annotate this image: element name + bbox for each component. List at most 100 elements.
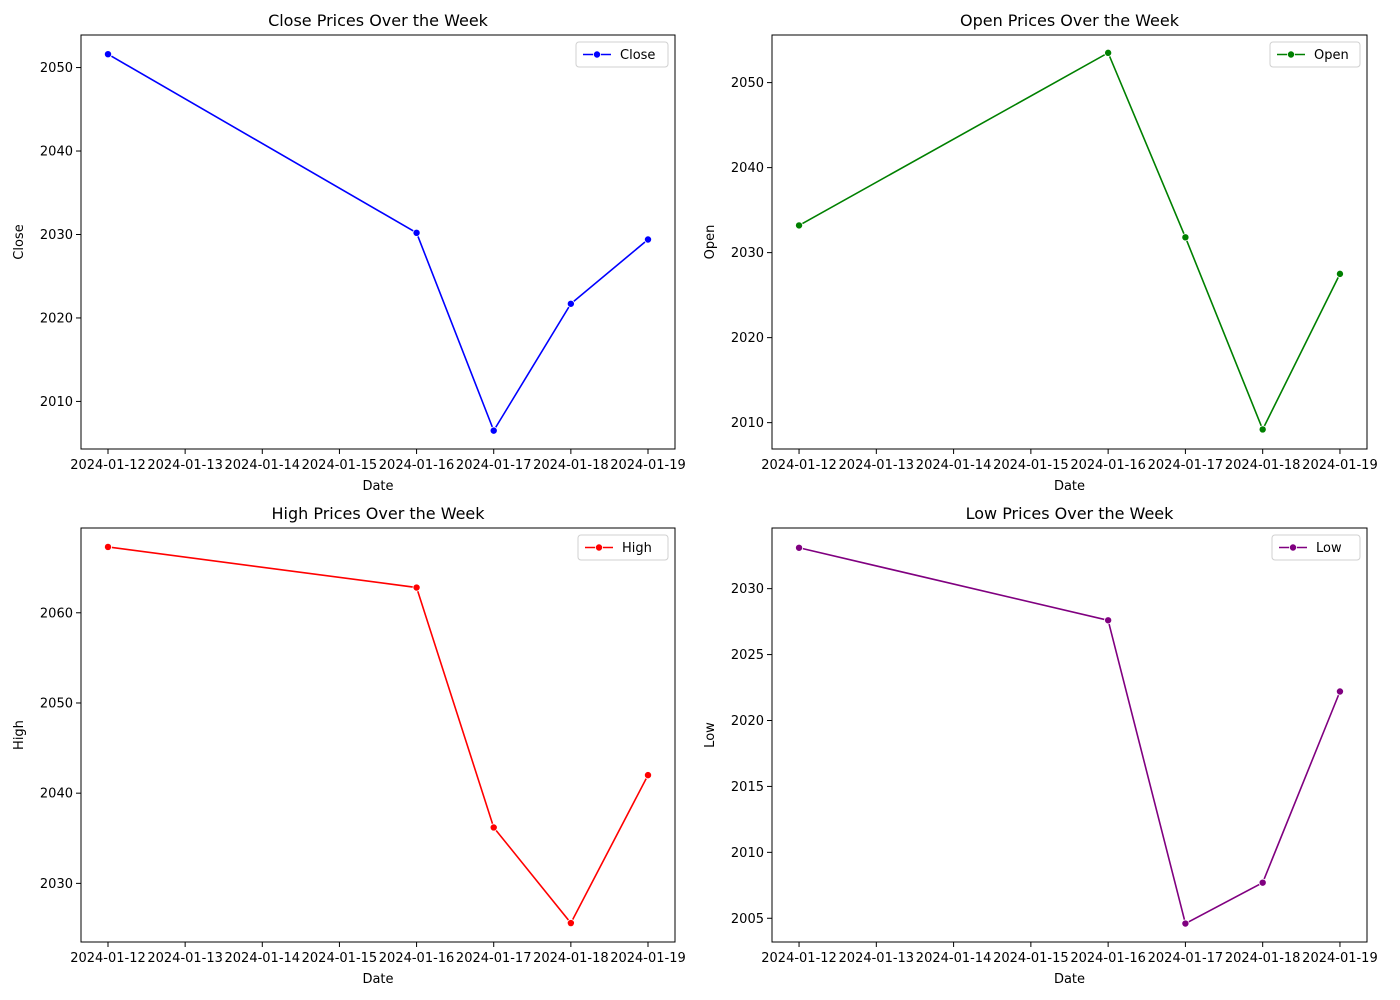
chart-3-x-tick-label: 2024-01-17 [1148, 951, 1224, 966]
chart-0-x-tick-label: 2024-01-14 [225, 458, 301, 473]
chart-0-x-tick-label: 2024-01-12 [70, 458, 146, 473]
chart-3-x-tick-label: 2024-01-13 [839, 951, 915, 966]
chart-3-data-point [1335, 687, 1344, 696]
chart-1-axes-frame [771, 34, 1368, 450]
chart-3-data-point [795, 543, 804, 552]
chart-2-y-tick-label: 2040 [40, 787, 73, 802]
chart-0-y-tick-label: 2010 [40, 395, 73, 410]
chart-3-y-tick-label: 2025 [731, 648, 764, 663]
chart-1-x-axis-label: Date [1054, 479, 1085, 494]
chart-1-y-tick-label: 2020 [731, 331, 764, 346]
chart-2-title: High Prices Over the Week [271, 504, 485, 523]
chart-0-legend-label: Close [620, 48, 655, 63]
chart-0-data-point [566, 299, 575, 308]
chart-3-y-tick-label: 2005 [731, 912, 764, 927]
chart-2-y-tick-label: 2060 [40, 606, 73, 621]
chart-1-legend-label: Open [1314, 48, 1349, 63]
chart-0-axes-frame [80, 34, 676, 450]
chart-0-x-tick-label: 2024-01-19 [610, 458, 686, 473]
chart-2-x-tick-label: 2024-01-18 [533, 951, 609, 966]
chart-0-x-tick-label: 2024-01-15 [302, 458, 378, 473]
chart-1-x-tick-label: 2024-01-12 [761, 458, 837, 473]
chart-0-legend-box [575, 41, 669, 68]
chart-1-y-tick-label: 2030 [731, 246, 764, 261]
chart-3-title: Low Prices Over the Week [966, 504, 1175, 523]
chart-3-x-tick-label: 2024-01-12 [761, 951, 837, 966]
chart-3-data-point [1104, 616, 1113, 625]
chart-3-y-axis-label: Low [703, 722, 718, 748]
chart-1-x-tick-label: 2024-01-14 [916, 458, 992, 473]
chart-2-legend-box [577, 534, 669, 561]
chart-0-data-point [644, 235, 653, 244]
chart-1-y-tick-label: 2050 [731, 76, 764, 91]
chart-3-legend-label: Low [1316, 541, 1342, 556]
chart-0-y-tick-label: 2020 [40, 311, 73, 326]
chart-2-y-axis-label: High [12, 720, 27, 750]
chart-1-y-tick-label: 2010 [731, 416, 764, 431]
chart-3-y-tick-label: 2020 [731, 714, 764, 729]
chart-3-y-tick-label: 2010 [731, 846, 764, 861]
chart-3-series-low-line [798, 546, 1341, 925]
chart-0-legend-marker [593, 50, 602, 59]
chart-3-y-tick-label: 2030 [731, 582, 764, 597]
chart-2-data-point [489, 823, 498, 832]
chart-2-data-point [644, 771, 653, 780]
chart-3-x-tick-label: 2024-01-19 [1302, 951, 1378, 966]
chart-2-legend-marker [595, 543, 604, 552]
chart-1-x-tick-label: 2024-01-16 [1070, 458, 1146, 473]
chart-2-x-tick-label: 2024-01-13 [147, 951, 223, 966]
chart-2-x-tick-label: 2024-01-16 [379, 951, 455, 966]
chart-1-x-tick-label: 2024-01-17 [1148, 458, 1224, 473]
chart-2-data-point [566, 919, 575, 928]
chart-0-data-point [104, 50, 113, 59]
chart-3-x-tick-label: 2024-01-18 [1225, 951, 1301, 966]
chart-2-data-point [104, 542, 113, 551]
chart-3-x-axis-label: Date [1054, 972, 1085, 987]
chart-2-series-high-line [107, 546, 649, 925]
chart-1-data-point [1181, 233, 1190, 242]
chart-0-x-axis-label: Date [362, 479, 393, 494]
chart-1-x-tick-label: 2024-01-18 [1225, 458, 1301, 473]
chart-2-x-tick-label: 2024-01-15 [302, 951, 378, 966]
chart-1-y-tick-label: 2040 [731, 161, 764, 176]
chart-0-legend: Close [575, 41, 669, 68]
chart-0-data-point [412, 228, 421, 237]
chart-1-data-point [795, 221, 804, 230]
chart-2-legend-label: High [622, 541, 652, 556]
chart-2-y-tick-label: 2050 [40, 696, 73, 711]
chart-3-y-tick-label: 2015 [731, 780, 764, 795]
chart-1-legend: Open [1269, 41, 1361, 68]
chart-3-legend-marker [1289, 543, 1298, 552]
chart-3-x-tick-label: 2024-01-16 [1070, 951, 1146, 966]
chart-1-legend-marker [1287, 50, 1296, 59]
chart-3-x-tick-label: 2024-01-14 [916, 951, 992, 966]
chart-0-x-tick-label: 2024-01-16 [379, 458, 455, 473]
chart-3-legend-box [1271, 534, 1361, 561]
chart-1-legend-box [1269, 41, 1361, 68]
chart-0-x-tick-label: 2024-01-13 [147, 458, 223, 473]
chart-0-y-tick-label: 2050 [40, 61, 73, 76]
chart-2-x-tick-label: 2024-01-12 [70, 951, 146, 966]
chart-3-axes-frame [771, 527, 1368, 943]
chart-0-y-axis-label: Close [12, 224, 27, 259]
chart-3-data-point [1258, 878, 1267, 887]
chart-2-x-axis-label: Date [362, 972, 393, 987]
chart-2-data-point [412, 583, 421, 592]
chart-1-data-point [1335, 269, 1344, 278]
chart-1-y-axis-label: Open [703, 225, 718, 260]
chart-0-title: Close Prices Over the Week [268, 11, 489, 30]
chart-1-title: Open Prices Over the Week [960, 11, 1180, 30]
chart-2-x-tick-label: 2024-01-17 [456, 951, 532, 966]
chart-0-y-tick-label: 2040 [40, 145, 73, 160]
chart-1-data-point [1104, 48, 1113, 57]
chart-panel-open: Open Prices Over the Week 2024-01-12 2024-… [703, 11, 1378, 494]
chart-1-series-open-line [798, 51, 1341, 432]
chart-3-data-point [1181, 919, 1190, 928]
chart-2-x-tick-label: 2024-01-14 [225, 951, 301, 966]
chart-0-y-tick-label: 2030 [40, 228, 73, 243]
chart-0-series-close-line [107, 53, 649, 433]
